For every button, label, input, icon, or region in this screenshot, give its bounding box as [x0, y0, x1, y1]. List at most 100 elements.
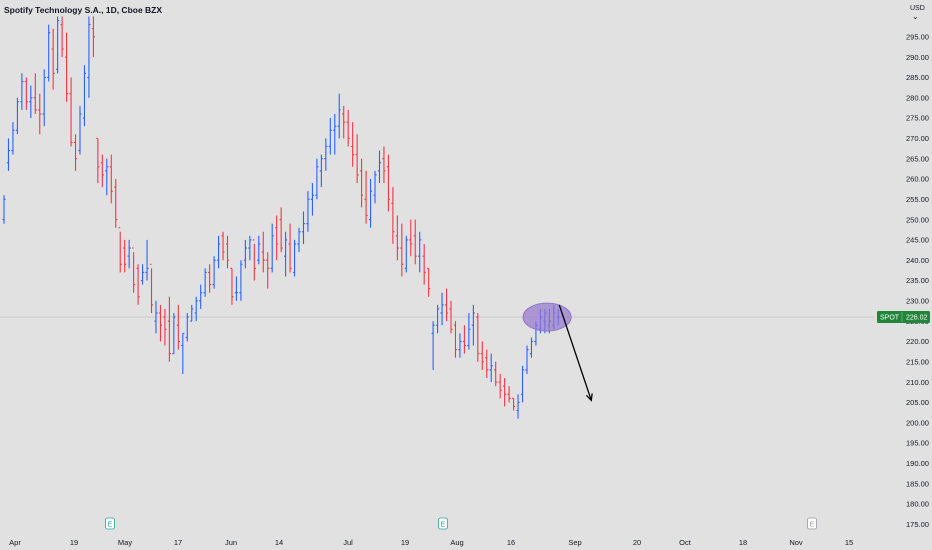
- ohlc-bar: [360, 158, 364, 208]
- y-tick-label: 185.00: [906, 479, 929, 488]
- ohlc-bar: [221, 231, 225, 261]
- ohlc-bar: [100, 154, 104, 188]
- ohlc-bar: [252, 239, 256, 281]
- y-tick-label: 245.00: [906, 236, 929, 245]
- ohlc-bar: [11, 122, 15, 155]
- ohlc-bar: [185, 313, 189, 342]
- x-tick-label: 14: [275, 538, 283, 547]
- ohlc-bar: [427, 267, 431, 297]
- ohlc-bar: [149, 263, 154, 314]
- ohlc-bar: [480, 341, 484, 370]
- x-tick-label: May: [118, 538, 132, 547]
- ohlc-bar: [275, 215, 279, 261]
- ohlc-bar: [453, 321, 458, 358]
- ohlc-bar: [440, 292, 444, 326]
- x-tick-label: Sep: [568, 538, 581, 547]
- ohlc-bar: [328, 118, 332, 155]
- ohlc-bar: [324, 138, 328, 171]
- ohlc-bar: [315, 158, 319, 200]
- currency-label[interactable]: USD: [910, 5, 925, 12]
- ohlc-bar: [444, 288, 449, 322]
- badge-symbol: SPOT: [880, 315, 900, 322]
- y-tick-label: 190.00: [906, 459, 929, 468]
- y-tick-label: 270.00: [906, 134, 929, 143]
- x-tick-label: Apr: [9, 538, 21, 547]
- ohlc-bar: [42, 69, 46, 127]
- ohlc-bar: [243, 239, 247, 269]
- x-tick-label: 18: [739, 538, 747, 547]
- x-tick-label: 20: [633, 538, 641, 547]
- ohlc-bar: [163, 308, 167, 346]
- ohlc-bar: [418, 231, 422, 273]
- earnings-box: [105, 517, 115, 530]
- ohlc-bar: [467, 313, 471, 350]
- forecast-arrow[interactable]: [558, 304, 592, 401]
- ohlc-bar: [319, 154, 323, 188]
- ohlc-bar: [351, 122, 355, 167]
- y-tick-label: 285.00: [906, 73, 929, 82]
- y-tick-label: 275.00: [906, 114, 929, 123]
- y-axis[interactable]: 175.00 180.00 185.00 190.00 195.00 200.00 205.…: [906, 33, 929, 529]
- price-badge-bg: [877, 311, 930, 324]
- ohlc-bar: [154, 300, 158, 334]
- y-tick-label: 195.00: [906, 439, 929, 448]
- ohlc-bar: [73, 134, 78, 171]
- ohlc-bar: [485, 349, 489, 379]
- ohlc-bar: [301, 211, 306, 244]
- ohlc-bar: [458, 333, 462, 358]
- ohlc-bar: [395, 215, 399, 261]
- ohlc-bar: [284, 231, 288, 277]
- ohlc-bar: [355, 134, 359, 184]
- ohlc-bar: [391, 187, 395, 244]
- ohlc-bar: [56, 16, 60, 74]
- ohlc-bar: [503, 378, 507, 407]
- ohlc-bar: [118, 227, 122, 273]
- ohlc-bar: [498, 373, 502, 399]
- ohlc-bar: [310, 183, 315, 216]
- x-axis[interactable]: Apr 19 May 17 Jun 14 Jul 19 Aug 16 Sep 20 Oct 18 Nov 15: [9, 538, 853, 547]
- ohlc-bar: [38, 93, 42, 135]
- ohlc-bar: [176, 304, 180, 350]
- ohlc-bar: [199, 284, 203, 309]
- ohlc-bar: [520, 365, 525, 403]
- ohlc-bar: [342, 105, 346, 139]
- price-badge: SPOT 226.02: [877, 311, 930, 324]
- ohlc-bar: [270, 223, 274, 273]
- ohlc-bar: [6, 138, 11, 171]
- ohlc-bar: [181, 332, 185, 374]
- ohlc-bar: [431, 321, 435, 370]
- ohlc-bar: [288, 223, 292, 273]
- ohlc-bar: [333, 113, 337, 155]
- y-tick-label: 290.00: [906, 53, 929, 62]
- ohlc-bar: [306, 191, 310, 232]
- ohlc-bar: [60, 16, 64, 58]
- ohlc-bar: [91, 16, 95, 58]
- ohlc-bar: [82, 65, 87, 127]
- ohlc-bar: [123, 239, 127, 273]
- ohlc-bar: [194, 296, 198, 322]
- x-tick-label: Aug: [450, 538, 463, 547]
- earnings-marker[interactable]: E: [438, 517, 448, 530]
- highlight-ellipse[interactable]: [522, 302, 572, 332]
- y-tick-label: 280.00: [906, 93, 929, 102]
- ohlc-bar: [435, 304, 440, 334]
- earnings-label: E: [441, 522, 446, 529]
- earnings-marker[interactable]: E: [807, 517, 817, 530]
- y-tick-label: 215.00: [906, 357, 929, 366]
- ohlc-bar: [516, 394, 520, 419]
- ohlc-bar: [476, 313, 480, 362]
- chevron-down-icon[interactable]: ⌄: [912, 12, 919, 21]
- ohlc-bar: [2, 195, 6, 224]
- x-tick-label: 16: [507, 538, 515, 547]
- ohlc-bar: [158, 304, 163, 342]
- x-tick-label: 17: [174, 538, 182, 547]
- ohlc-bar: [136, 264, 140, 305]
- y-tick-label: 255.00: [906, 195, 929, 204]
- ohlc-bar: [462, 325, 467, 354]
- earnings-marker[interactable]: E: [105, 517, 115, 530]
- ohlc-bar: [422, 243, 426, 285]
- ohlc-bar: [409, 219, 413, 257]
- earnings-label: E: [810, 522, 815, 529]
- ohlc-bar: [145, 239, 149, 281]
- ohlc-bar: [494, 361, 498, 387]
